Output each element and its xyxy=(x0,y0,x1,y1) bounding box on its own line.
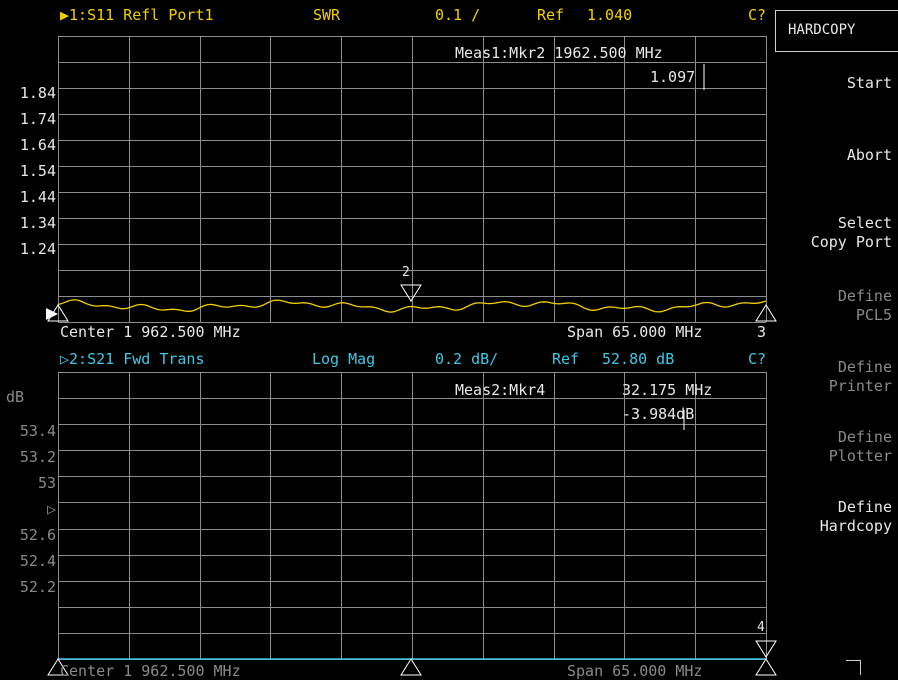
trace1-channel-label[interactable]: ▶1:S11 Refl Port1 xyxy=(60,6,214,24)
trace2-marker-readout: Meas2:Mkr4 xyxy=(455,381,546,399)
trace1-marker-readout: Meas1:Mkr2 1962.500 MHz xyxy=(455,44,663,62)
y-tick-label: 53.4 xyxy=(19,422,56,440)
y-tick-label: 1.84 xyxy=(19,84,56,102)
y-tick-label: 1.74 xyxy=(19,110,56,128)
trace2-unit-label: dB xyxy=(6,388,25,406)
ref-position-arrow xyxy=(46,308,58,320)
menu-title-box xyxy=(775,10,898,52)
trace1-scale[interactable]: 0.1 / xyxy=(435,6,481,24)
trace1-ref-value[interactable]: 1.040 xyxy=(587,6,633,24)
end-marker-3-triangle xyxy=(755,304,777,322)
trace2-status: C? xyxy=(748,350,767,368)
trace1-ref-label: Ref xyxy=(537,6,565,24)
y-tick-label: 52.4 xyxy=(19,552,56,570)
y-tick-label: 1.34 xyxy=(19,214,56,232)
trace2-span[interactable]: Span 65.000 MHz xyxy=(567,662,703,680)
y-tick-label: 52.2 xyxy=(19,578,56,596)
trace2-format[interactable]: Log Mag xyxy=(312,350,376,368)
softkey-define-printer[interactable]: Define Printer xyxy=(828,358,892,395)
marker-4-label: 4 xyxy=(757,620,765,635)
softkey-abort[interactable]: Abort xyxy=(846,146,892,164)
trace2-ref-label: Ref xyxy=(552,350,580,368)
y-tick-label: 1.44 xyxy=(19,188,56,206)
y-tick-label: 1.64 xyxy=(19,136,56,154)
trace2-channel-label[interactable]: ▷2:S21 Fwd Trans xyxy=(60,350,205,368)
trace2-ref-value[interactable]: 52.80 dB xyxy=(602,350,675,368)
marker-2-label: 2 xyxy=(402,265,410,280)
y-tick-label: ▷ xyxy=(46,500,56,518)
softkey-define-pcl5[interactable]: Define PCL5 xyxy=(837,287,892,324)
y-tick-label: 53.2 xyxy=(19,448,56,466)
trace2-scale[interactable]: 0.2 dB/ xyxy=(435,350,499,368)
trace1-format[interactable]: SWR xyxy=(313,6,341,24)
trace1-marker-value: 1.097 xyxy=(650,68,696,86)
y-tick-label: 1.54 xyxy=(19,162,56,180)
y-tick-label: 53 xyxy=(37,474,56,492)
trace2-center-triangle xyxy=(400,658,422,676)
trace1-graticule xyxy=(58,36,767,323)
marker-4-triangle xyxy=(755,640,777,658)
trace1-status: C? xyxy=(748,6,767,24)
menu-title: HARDCOPY xyxy=(788,22,856,38)
y-tick-label: 1.24 xyxy=(19,240,56,258)
trace1-swr-trace xyxy=(57,299,767,313)
softkey-select-copy-port[interactable]: Select Copy Port xyxy=(810,214,892,251)
softkey-define-plotter[interactable]: Define Plotter xyxy=(828,428,892,465)
trace1-span[interactable]: Span 65.000 MHz xyxy=(567,323,703,341)
trace1-center-freq[interactable]: Center 1 962.500 MHz xyxy=(60,323,241,341)
y-tick-label: 52.6 xyxy=(19,526,56,544)
trace2-center-freq[interactable]: Center 1 962.500 MHz xyxy=(60,662,241,680)
trace2-start-triangle xyxy=(47,658,69,676)
marker-2-triangle xyxy=(400,284,422,302)
trace2-end-triangle xyxy=(755,658,777,676)
end-marker-3-label: 3 xyxy=(757,323,767,341)
softkey-start[interactable]: Start xyxy=(846,74,892,92)
return-arrow-icon[interactable] xyxy=(846,660,861,675)
trace2-marker-freq: 32.175 MHz xyxy=(622,381,713,399)
trace2-marker-value: -3.984dB xyxy=(622,405,695,423)
softkey-define-hardcopy[interactable]: Define Hardcopy xyxy=(819,498,892,535)
